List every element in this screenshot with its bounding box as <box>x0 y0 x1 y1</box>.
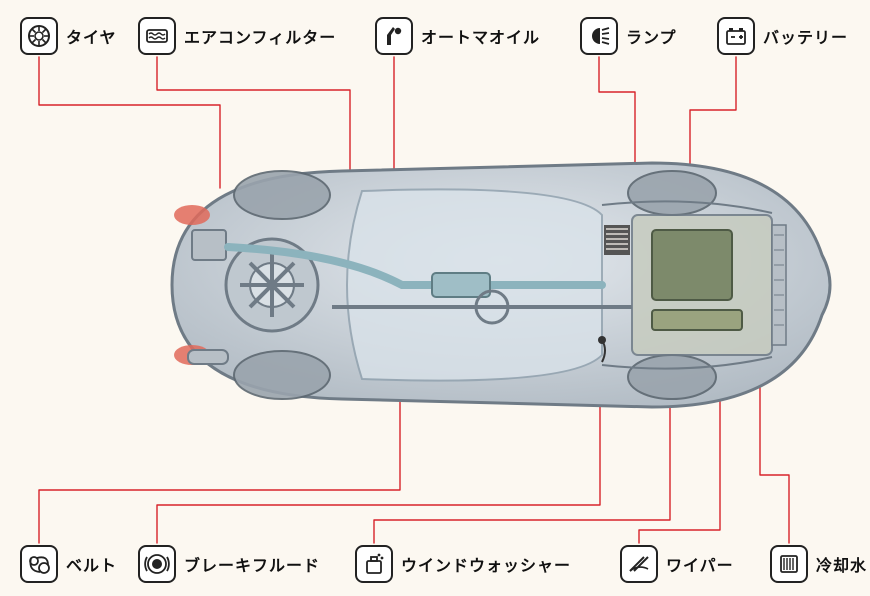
tag-label: 冷却水 <box>816 552 867 576</box>
tag-label: ランプ <box>626 24 677 48</box>
tag-brake-fluid[interactable]: ブレーキフルード <box>138 545 320 583</box>
tag-ac-filter[interactable]: エアコンフィルター <box>138 17 336 55</box>
tag-label: タイヤ <box>66 24 117 48</box>
tag-label: エアコンフィルター <box>184 24 336 48</box>
tag-label: オートマオイル <box>421 24 540 48</box>
tag-belt[interactable]: ベルト <box>20 545 117 583</box>
ac-filter-icon <box>138 17 176 55</box>
tire-icon <box>20 17 58 55</box>
tag-battery[interactable]: バッテリー <box>717 17 848 55</box>
car-maintenance-diagram: { "canvas":{"w":870,"h":596,"bg":"#fcf8f… <box>0 0 870 596</box>
tag-label: ウインドウォッシャー <box>401 552 571 576</box>
wiper-icon <box>620 545 658 583</box>
tag-label: ブレーキフルード <box>184 552 320 576</box>
brake-light-left <box>174 205 210 225</box>
tag-lamp[interactable]: ランプ <box>580 17 677 55</box>
lamp-icon <box>580 17 618 55</box>
atf-icon <box>375 17 413 55</box>
washer-icon <box>355 545 393 583</box>
tag-label: バッテリー <box>763 24 848 48</box>
tag-label: ベルト <box>66 552 117 576</box>
tag-label: ワイパー <box>666 552 734 576</box>
coolant-icon <box>770 545 808 583</box>
battery-icon <box>717 17 755 55</box>
battery-box <box>652 310 742 330</box>
tag-atf[interactable]: オートマオイル <box>375 17 540 55</box>
engine-block <box>652 230 732 300</box>
radiator <box>772 225 786 345</box>
tag-wiper[interactable]: ワイパー <box>620 545 734 583</box>
tag-coolant[interactable]: 冷却水 <box>770 545 867 583</box>
brake-fluid-icon <box>138 545 176 583</box>
car-illustration <box>132 135 832 435</box>
belt-icon <box>20 545 58 583</box>
tag-tire[interactable]: タイヤ <box>20 17 117 55</box>
tag-washer[interactable]: ウインドウォッシャー <box>355 545 571 583</box>
